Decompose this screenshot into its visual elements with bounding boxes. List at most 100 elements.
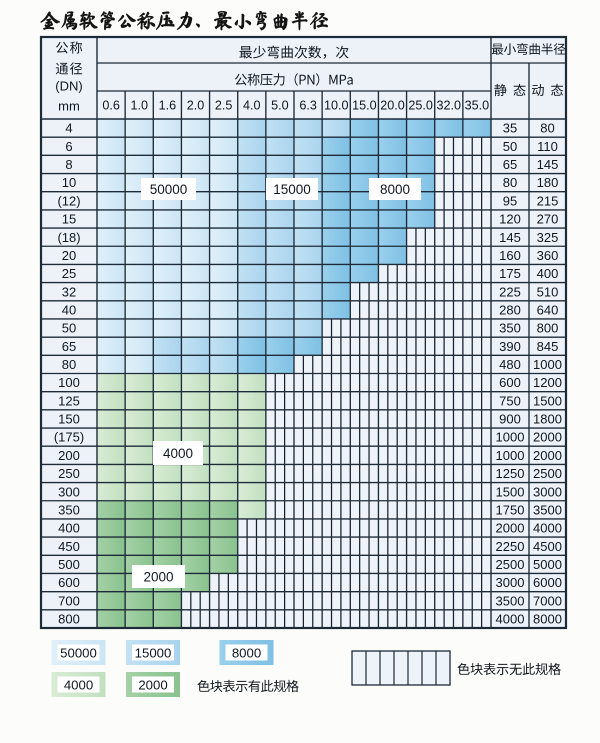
svg-text:175: 175 (499, 266, 521, 281)
svg-text:50000: 50000 (60, 645, 97, 660)
svg-text:15.0: 15.0 (352, 99, 377, 113)
svg-text:160: 160 (499, 248, 521, 263)
svg-text:4000: 4000 (163, 446, 193, 461)
svg-text:10.0: 10.0 (324, 99, 349, 113)
svg-text:350: 350 (499, 321, 521, 336)
svg-text:7000: 7000 (533, 593, 562, 608)
svg-text:50000: 50000 (150, 182, 188, 197)
svg-text:2.5: 2.5 (215, 99, 233, 113)
svg-text:(DN): (DN) (55, 79, 82, 94)
svg-text:32.0: 32.0 (437, 99, 462, 113)
svg-text:800: 800 (537, 321, 559, 336)
svg-text:0.6: 0.6 (102, 99, 120, 113)
svg-text:20: 20 (62, 248, 76, 263)
svg-text:100: 100 (58, 375, 80, 390)
svg-text:2500: 2500 (496, 557, 525, 572)
svg-text:8000: 8000 (533, 612, 562, 627)
svg-text:25: 25 (62, 266, 76, 281)
svg-text:700: 700 (58, 593, 80, 608)
svg-text:10: 10 (62, 175, 76, 190)
svg-text:40: 40 (62, 303, 76, 318)
svg-text:325: 325 (537, 230, 559, 245)
svg-text:600: 600 (499, 375, 521, 390)
svg-text:4000: 4000 (496, 612, 525, 627)
svg-text:390: 390 (499, 339, 521, 354)
svg-text:200: 200 (58, 448, 80, 463)
svg-text:1250: 1250 (496, 466, 525, 481)
svg-text:110: 110 (537, 139, 558, 154)
svg-text:180: 180 (537, 175, 559, 190)
svg-text:640: 640 (537, 303, 559, 318)
svg-text:225: 225 (499, 284, 521, 299)
svg-text:8: 8 (65, 157, 72, 172)
svg-text:2000: 2000 (138, 677, 167, 692)
svg-text:4: 4 (65, 121, 72, 136)
svg-text:15000: 15000 (135, 645, 172, 660)
svg-text:120: 120 (499, 212, 521, 227)
svg-text:1000: 1000 (533, 357, 562, 372)
svg-text:mm: mm (58, 99, 80, 114)
svg-text:400: 400 (537, 266, 559, 281)
svg-text:750: 750 (499, 393, 521, 408)
svg-text:800: 800 (58, 612, 80, 627)
svg-text:1.0: 1.0 (130, 99, 148, 113)
svg-text:50: 50 (503, 139, 517, 154)
svg-text:65: 65 (62, 339, 76, 354)
svg-text:360: 360 (537, 248, 559, 263)
svg-text:80: 80 (503, 175, 517, 190)
svg-text:2000: 2000 (533, 430, 562, 445)
svg-text:6: 6 (65, 139, 72, 154)
svg-text:5000: 5000 (533, 557, 562, 572)
svg-text:270: 270 (537, 212, 559, 227)
svg-text:2000: 2000 (533, 448, 562, 463)
svg-text:280: 280 (499, 303, 521, 318)
svg-text:500: 500 (58, 557, 80, 572)
svg-text:4000: 4000 (533, 521, 562, 536)
svg-text:150: 150 (58, 412, 80, 427)
svg-text:1.6: 1.6 (159, 99, 177, 113)
svg-text:35.0: 35.0 (465, 99, 490, 113)
svg-text:300: 300 (58, 484, 80, 499)
svg-text:215: 215 (537, 193, 559, 208)
svg-text:80: 80 (540, 121, 554, 136)
svg-text:1500: 1500 (533, 393, 562, 408)
svg-text:(12): (12) (57, 193, 80, 208)
svg-text:480: 480 (499, 357, 521, 372)
svg-text:900: 900 (499, 412, 521, 427)
svg-text:1000: 1000 (496, 430, 525, 445)
svg-text:65: 65 (503, 157, 517, 172)
svg-text:3500: 3500 (533, 502, 562, 517)
svg-text:35: 35 (503, 121, 517, 136)
svg-text:845: 845 (537, 339, 559, 354)
svg-text:4500: 4500 (533, 539, 562, 554)
svg-text:510: 510 (537, 284, 559, 299)
svg-text:25.0: 25.0 (408, 99, 433, 113)
svg-text:32: 32 (62, 284, 76, 299)
svg-text:(175): (175) (54, 430, 84, 445)
svg-text:6.3: 6.3 (299, 99, 317, 113)
svg-text:8000: 8000 (380, 182, 410, 197)
svg-text:5.0: 5.0 (271, 99, 289, 113)
svg-text:450: 450 (58, 539, 80, 554)
svg-text:80: 80 (62, 357, 76, 372)
svg-text:15: 15 (62, 212, 76, 227)
svg-text:250: 250 (58, 466, 80, 481)
svg-text:400: 400 (58, 521, 80, 536)
svg-text:145: 145 (537, 157, 559, 172)
svg-text:350: 350 (58, 502, 80, 517)
svg-text:95: 95 (503, 193, 517, 208)
svg-text:8000: 8000 (232, 645, 261, 660)
svg-text:2250: 2250 (496, 539, 525, 554)
svg-text:2500: 2500 (533, 466, 562, 481)
svg-text:1500: 1500 (496, 484, 525, 499)
svg-text:600: 600 (58, 575, 80, 590)
svg-text:2000: 2000 (143, 569, 173, 584)
svg-text:3000: 3000 (533, 484, 562, 499)
svg-text:3500: 3500 (496, 593, 525, 608)
svg-text:4.0: 4.0 (243, 99, 261, 113)
svg-text:1750: 1750 (496, 502, 525, 517)
svg-text:3000: 3000 (496, 575, 525, 590)
svg-text:145: 145 (499, 230, 521, 245)
svg-text:2000: 2000 (496, 521, 525, 536)
svg-text:1800: 1800 (533, 412, 562, 427)
